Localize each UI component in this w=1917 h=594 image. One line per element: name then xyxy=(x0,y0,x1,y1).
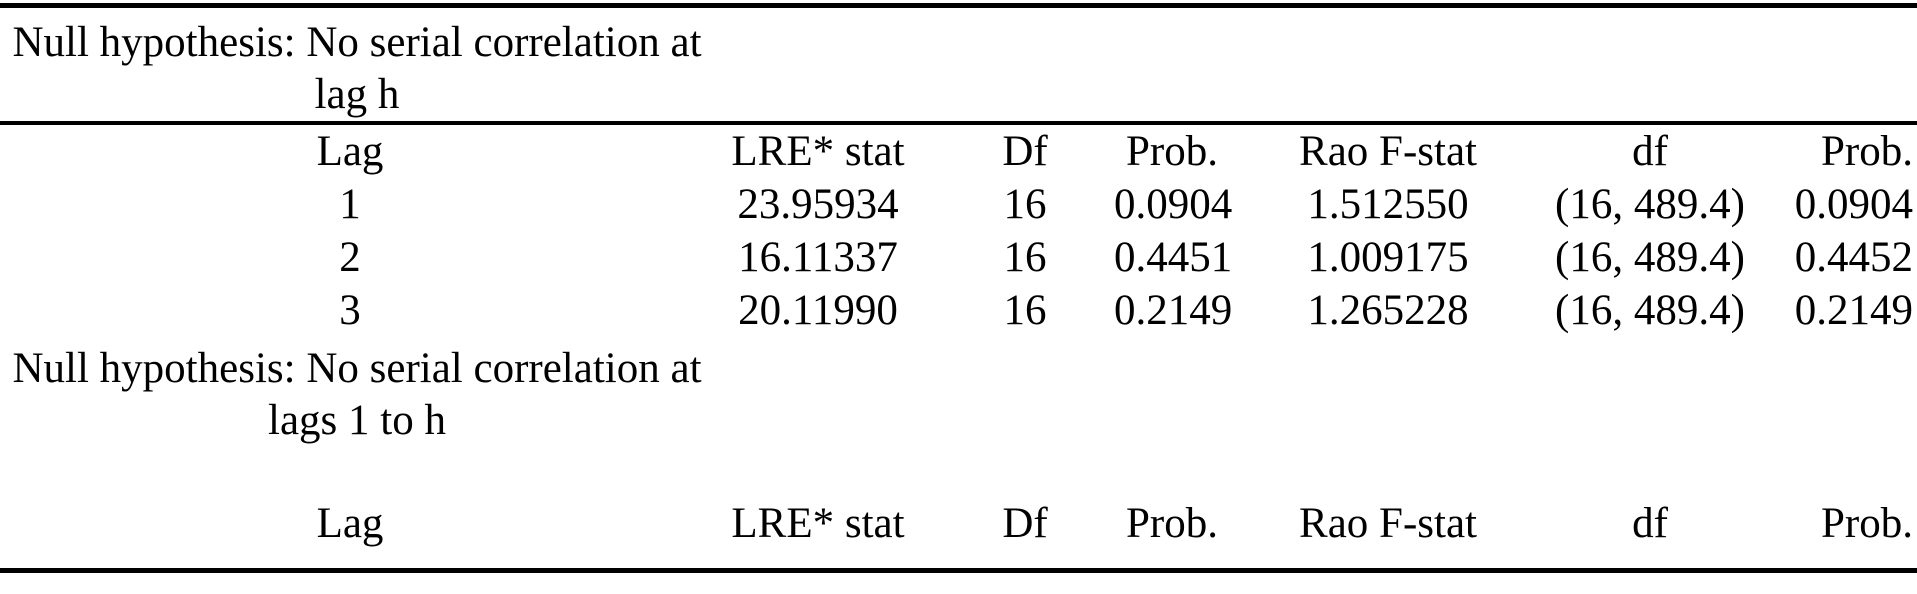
col-header-lre-stat: LRE* stat xyxy=(731,499,905,547)
df-chi2-cell: 16 xyxy=(1003,287,1047,334)
col-header-rao-f-stat: Rao F-stat xyxy=(1299,128,1477,175)
col-header-prob-chi2: Prob. xyxy=(1126,128,1218,175)
df-f-cell: (16, 489.4) xyxy=(1555,234,1745,281)
df-f-cell: (16, 489.4) xyxy=(1555,287,1745,334)
col-header-prob-f: Prob. xyxy=(1821,499,1913,547)
df-f-cell: (16, 489.4) xyxy=(1555,181,1745,228)
rao-f-stat-cell: 1.009175 xyxy=(1307,234,1469,281)
col-header-lag: Lag xyxy=(316,499,384,547)
lag-h-test-table: Lag LRE* stat Df Prob. Rao F-stat df Pro… xyxy=(0,125,1917,337)
table-header-row: Lag LRE* stat Df Prob. Rao F-stat df Pro… xyxy=(0,125,1917,178)
title-line: lag h xyxy=(314,71,400,118)
col-header-lag: Lag xyxy=(316,128,384,175)
lre-stat-cell: 16.11337 xyxy=(738,234,898,281)
header-separator-rule xyxy=(0,121,1917,125)
lag-cell: 1 xyxy=(339,181,361,228)
null-hypothesis-lag-h-title: Null hypothesis: No serial correlation a… xyxy=(0,17,714,121)
lags-1-to-h-test-table: Lag LRE* stat Df Prob. Rao F-stat df Pro… xyxy=(0,495,1917,551)
col-header-df-chi2: Df xyxy=(1002,499,1048,547)
col-header-df-chi2: Df xyxy=(1002,128,1048,175)
table-row: 2 16.11337 16 0.4451 1.009175 (16, 489.4… xyxy=(0,231,1917,284)
top-rule xyxy=(0,3,1917,8)
null-hypothesis-lags-1-to-h-title: Null hypothesis: No serial correlation a… xyxy=(0,343,714,447)
title-line: lags 1 to h xyxy=(268,397,446,444)
prob-f-cell: 0.0904 xyxy=(1794,181,1913,228)
col-header-lre-stat: LRE* stat xyxy=(731,128,905,175)
col-header-df-f: df xyxy=(1632,499,1668,547)
table-header-row: Lag LRE* stat Df Prob. Rao F-stat df Pro… xyxy=(0,495,1917,551)
rao-f-stat-cell: 1.512550 xyxy=(1307,181,1469,228)
lre-stat-cell: 23.95934 xyxy=(737,181,899,228)
prob-f-cell: 0.2149 xyxy=(1794,287,1913,334)
col-header-rao-f-stat: Rao F-stat xyxy=(1299,499,1477,547)
table-row: 1 23.95934 16 0.0904 1.512550 (16, 489.4… xyxy=(0,178,1917,231)
prob-chi2-cell: 0.2149 xyxy=(1114,287,1233,334)
table-row: 3 20.11990 16 0.2149 1.265228 (16, 489.4… xyxy=(0,284,1917,337)
prob-f-cell: 0.4452 xyxy=(1794,234,1913,281)
col-header-prob-f: Prob. xyxy=(1821,128,1913,175)
rao-f-stat-cell: 1.265228 xyxy=(1307,287,1469,334)
df-chi2-cell: 16 xyxy=(1003,234,1047,281)
prob-chi2-cell: 0.4451 xyxy=(1114,234,1233,281)
bottom-rule xyxy=(0,568,1917,573)
lag-cell: 3 xyxy=(339,287,361,334)
title-line: Null hypothesis: No serial correlation a… xyxy=(12,345,702,392)
df-chi2-cell: 16 xyxy=(1003,181,1047,228)
lre-stat-cell: 20.11990 xyxy=(738,287,898,334)
col-header-df-f: df xyxy=(1632,128,1668,175)
col-header-prob-chi2: Prob. xyxy=(1126,499,1218,547)
title-line: Null hypothesis: No serial correlation a… xyxy=(12,19,702,66)
prob-chi2-cell: 0.0904 xyxy=(1114,181,1233,228)
serial-correlation-lm-test-table: Null hypothesis: No serial correlation a… xyxy=(0,3,1917,594)
lag-cell: 2 xyxy=(339,234,361,281)
